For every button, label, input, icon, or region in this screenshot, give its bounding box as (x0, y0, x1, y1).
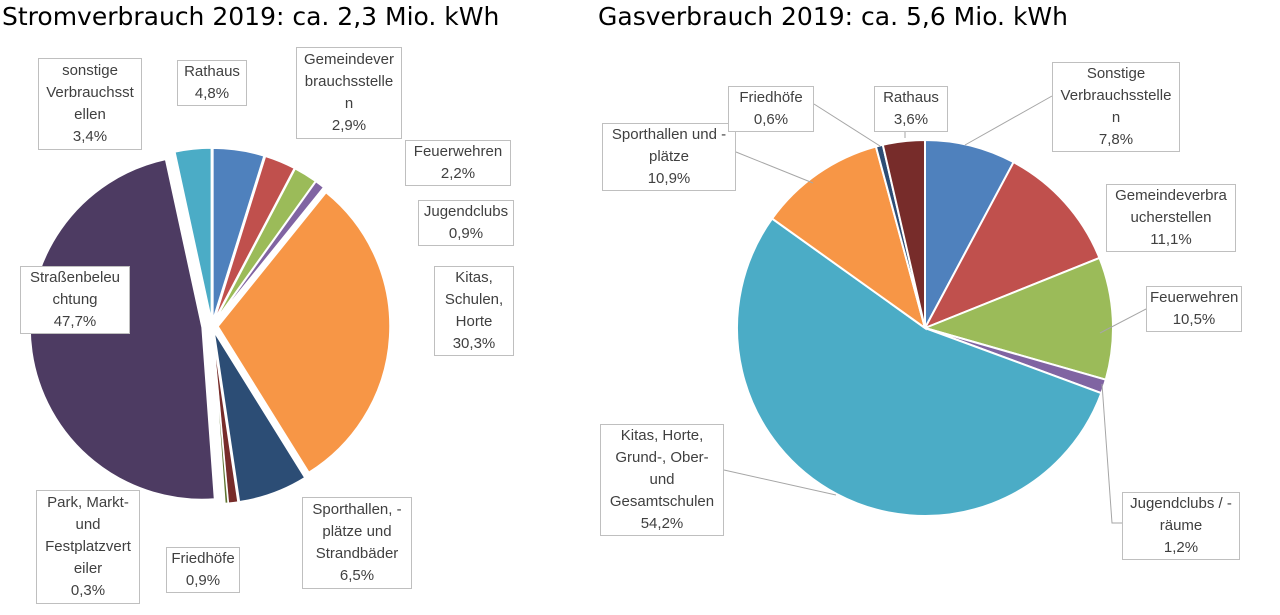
slice-category-label: Friedhöfe (171, 550, 235, 567)
slice-value-label: 4,8% (194, 85, 230, 102)
slice-category-label: Friedhöfe (739, 89, 803, 106)
slice-data-label: Sporthallen, - plätze und Strandbäder 6,5… (302, 497, 412, 589)
slice-category-label: Kitas, Schulen, Horte (444, 269, 504, 330)
pie-slice (213, 155, 296, 321)
leader-line (964, 95, 1053, 146)
slice-data-label: Park, Markt- und Festplatzvert eiler 0,3% (36, 490, 140, 604)
slice-data-label: Gemeindever brauchsstelle n 2,9% (296, 47, 402, 139)
slice-data-label: Gemeindeverbra ucherstellen 11,1% (1106, 184, 1236, 252)
slice-value-label: 0,3% (70, 582, 106, 599)
slice-data-label: Sonstige Verbrauchsstelle n 7,8% (1052, 62, 1180, 152)
slice-value-label: 1,2% (1163, 539, 1199, 556)
slice-category-label: Gemeindeverbra ucherstellen (1115, 187, 1227, 226)
slice-category-label: Jugendclubs / - räume (1130, 495, 1232, 534)
slice-value-label: 7,8% (1098, 131, 1134, 148)
slice-data-label: Jugendclubs / - räume 1,2% (1122, 492, 1240, 560)
slice-category-label: Park, Markt- und Festplatzvert eiler (45, 494, 131, 577)
slice-category-label: Rathaus (184, 63, 240, 80)
pie-slice (921, 256, 1114, 381)
pie-slice (173, 147, 213, 321)
pie-slice (217, 191, 391, 474)
slice-category-label: Sonstige Verbrauchsstelle n (1060, 65, 1172, 126)
slice-value-label: 10,9% (647, 170, 691, 187)
leader-line (1099, 308, 1147, 334)
slice-category-label: Sporthallen, - plätze und Strandbäder (312, 501, 402, 562)
chart-title-gas: Gasverbrauch 2019: ca. 5,6 Mio. kWh (598, 2, 1068, 31)
pie-slice (922, 160, 1101, 330)
pie-slice (924, 138, 1015, 329)
slice-value-label: 3,4% (72, 128, 108, 145)
pie-slice (211, 331, 229, 505)
slice-category-label: Rathaus (883, 89, 939, 106)
pie-slice (215, 180, 325, 322)
slice-data-label: Friedhöfe 0,9% (166, 547, 240, 593)
slice-category-label: Gemeindever brauchsstelle n (303, 51, 395, 112)
slice-data-label: Kitas, Schulen, Horte 30,3% (434, 266, 514, 356)
pie-slice (770, 145, 927, 331)
leader-line (735, 151, 814, 184)
pie-slice (213, 331, 306, 503)
slice-value-label: 0,9% (448, 225, 484, 242)
slice-category-label: sonstige Verbrauchsst ellen (46, 62, 134, 123)
slice-value-label: 2,9% (331, 117, 367, 134)
slice-data-label: Friedhöfe 0,6% (728, 86, 814, 132)
slice-category-label: Feuerwehren (1150, 289, 1239, 306)
slice-data-label: Feuerwehren 2,2% (405, 140, 511, 186)
slice-data-label: Kitas, Horte, Grund-, Ober- und Gesamtsc… (600, 424, 724, 536)
pie-gas (736, 138, 1114, 517)
slice-category-label: Straßenbeleu chtung (29, 269, 121, 308)
slice-value-label: 6,5% (339, 567, 375, 584)
pie-slice (881, 138, 926, 329)
leader-line (1101, 383, 1122, 524)
slice-data-label: Straßenbeleu chtung 47,7% (20, 266, 130, 334)
slice-value-label: 10,5% (1172, 311, 1216, 328)
slice-data-label: Jugendclubs 0,9% (418, 200, 514, 246)
leader-line (813, 103, 881, 147)
slice-value-label: 2,2% (440, 165, 476, 182)
slice-value-label: 0,9% (185, 572, 221, 589)
slice-data-label: Feuerwehren 10,5% (1146, 286, 1242, 332)
slice-category-label: Kitas, Horte, Grund-, Ober- und Gesamtsc… (609, 427, 715, 510)
slice-category-label: Jugendclubs (423, 203, 509, 220)
leader-line (723, 469, 837, 496)
slice-category-label: Sporthallen und - plätze (611, 126, 727, 165)
chart-title-strom: Stromverbrauch 2019: ca. 2,3 Mio. kWh (2, 2, 500, 31)
slice-value-label: 54,2% (640, 515, 684, 532)
slice-data-label: Sporthallen und - plätze 10,9% (602, 123, 736, 191)
slice-category-label: Feuerwehren (413, 143, 503, 160)
slice-value-label: 3,6% (893, 111, 929, 128)
slice-value-label: 11,1% (1150, 231, 1192, 248)
slice-data-label: Rathaus 4,8% (177, 60, 247, 106)
pie-slice (212, 147, 265, 321)
slice-data-label: Rathaus 3,6% (874, 86, 948, 132)
pie-slice (736, 217, 1103, 517)
slice-data-label: sonstige Verbrauchsst ellen 3,4% (38, 58, 142, 150)
slice-value-label: 47,7% (53, 313, 97, 330)
slice-value-label: 0,6% (753, 111, 789, 128)
slice-value-label: 30,3% (452, 335, 496, 352)
